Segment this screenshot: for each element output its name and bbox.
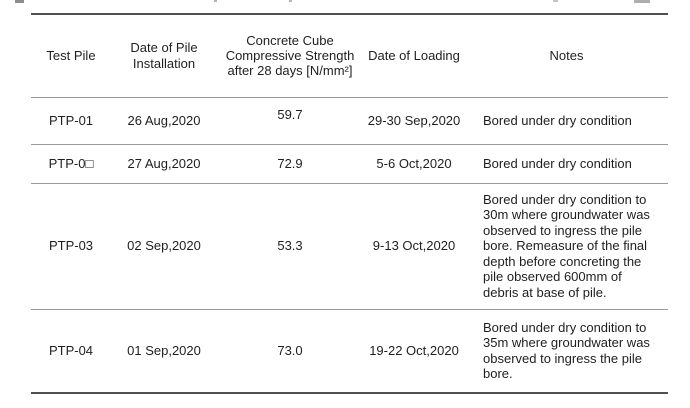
clipped-text-remnant — [553, 0, 558, 2]
loading-date-cell: 5-6 Oct,2020 — [376, 155, 452, 171]
column-header-notes: Notes — [549, 48, 584, 64]
column-header-compressive-strength: Concrete Cube Compressive Strength after… — [225, 32, 355, 79]
installation-date-cell: 02 Sep,2020 — [127, 238, 201, 254]
notes-cell: Bored under dry condition — [483, 112, 632, 128]
installation-date-cell: 27 Aug,2020 — [127, 155, 201, 171]
clipped-text-remnant — [214, 0, 217, 2]
loading-date-cell: 29-30 Sep,2020 — [367, 112, 461, 128]
table-row: PTP-01 26 Aug,2020 59.7 29-30 Sep,2020 B… — [31, 97, 668, 144]
test-pile-cell: PTP-04 — [48, 343, 94, 358]
table-row: PTP-04 01 Sep,2020 73.0 19-22 Oct,2020 B… — [31, 309, 668, 393]
test-pile-cell: PTP-0□ — [48, 155, 94, 171]
installation-date-cell: 26 Aug,2020 — [127, 112, 201, 128]
strength-cell: 53.3 — [277, 238, 303, 254]
test-pile-cell: PTP-03 — [48, 238, 94, 254]
strength-cell: 59.7 — [277, 106, 303, 122]
pile-test-summary-table: Test Pile Date of Pile Installation Conc… — [31, 13, 668, 394]
loading-date-cell: 19-22 Oct,2020 — [369, 343, 459, 358]
notes-cell: Bored under dry condition — [483, 155, 632, 171]
header-row: Test Pile Date of Pile Installation Conc… — [31, 14, 668, 97]
clipped-text-remnant — [634, 0, 650, 3]
strength-cell: 72.9 — [277, 155, 303, 171]
clipped-text-remnant — [15, 0, 24, 3]
loading-date-cell: 9-13 Oct,2020 — [372, 238, 456, 254]
table-row: PTP-03 02 Sep,2020 53.3 9-13 Oct,2020 Bo… — [31, 183, 668, 309]
test-pile-cell: PTP-01 — [48, 112, 94, 128]
column-header-test-pile: Test Pile — [46, 48, 96, 64]
strength-cell: 73.0 — [277, 343, 303, 358]
notes-cell: Bored under dry condition to 30m where g… — [483, 191, 650, 300]
installation-date-cell: 01 Sep,2020 — [127, 343, 201, 358]
column-header-loading-date: Date of Loading — [368, 48, 460, 64]
table-row: PTP-0□ 27 Aug,2020 72.9 5-6 Oct,2020 Bor… — [31, 144, 668, 183]
notes-cell: Bored under dry condition to 35m where g… — [483, 319, 650, 382]
column-header-installation-date: Date of Pile Installation — [130, 40, 198, 71]
clipped-text-remnant — [289, 0, 292, 2]
